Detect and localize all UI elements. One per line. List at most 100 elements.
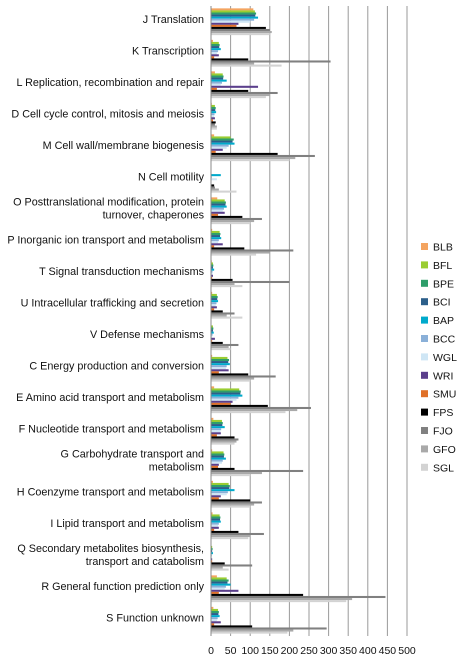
x-tick-label: 100 xyxy=(241,645,259,657)
bar xyxy=(211,157,296,160)
bar xyxy=(211,308,215,311)
bar xyxy=(211,575,217,578)
x-tick-label: 50 xyxy=(225,645,237,657)
bar xyxy=(211,174,221,177)
bar xyxy=(211,264,214,267)
bar xyxy=(211,562,225,565)
bar xyxy=(211,87,217,90)
bar xyxy=(211,487,230,490)
bar xyxy=(211,354,213,357)
bar xyxy=(211,428,222,431)
bar xyxy=(211,474,251,477)
bar xyxy=(211,434,217,437)
bar xyxy=(211,589,239,592)
bar xyxy=(211,327,214,330)
bar xyxy=(211,514,220,517)
bar xyxy=(211,394,243,397)
bar xyxy=(211,467,235,470)
category-label: O Posttranslational modification, protei… xyxy=(13,197,204,209)
legend-swatch xyxy=(421,298,428,306)
bar xyxy=(211,249,294,252)
bar xyxy=(211,497,219,500)
bar xyxy=(211,144,229,147)
bar xyxy=(211,375,276,378)
x-tick-label: 450 xyxy=(379,645,397,657)
bar xyxy=(211,388,240,391)
bar xyxy=(211,253,257,256)
bar xyxy=(211,621,221,624)
bar xyxy=(211,213,219,216)
bar xyxy=(211,430,221,433)
bar xyxy=(211,615,220,618)
bar xyxy=(211,591,219,594)
bar xyxy=(211,524,219,527)
bar xyxy=(211,235,221,238)
bar xyxy=(211,331,214,334)
bar xyxy=(211,159,290,162)
category-label: N Cell motility xyxy=(138,172,205,184)
bar xyxy=(211,24,237,27)
legend-label: BAP xyxy=(433,315,454,327)
category-label: C Energy production and conversion xyxy=(29,361,204,373)
bar xyxy=(211,150,216,153)
legend-swatch xyxy=(421,463,428,471)
legend-swatch xyxy=(421,335,428,342)
bar xyxy=(211,71,215,74)
bar xyxy=(211,278,233,281)
bar xyxy=(211,298,218,301)
bar xyxy=(211,442,235,445)
bar xyxy=(211,134,215,137)
bar xyxy=(211,337,215,340)
bar xyxy=(211,41,219,44)
bar xyxy=(211,266,213,269)
bar xyxy=(211,482,229,485)
category-label: P Inorganic ion transport and metabolism xyxy=(7,235,204,247)
bar xyxy=(211,186,215,189)
category-label: H Coenzyme transport and metabolism xyxy=(17,487,204,499)
legend-label: FJO xyxy=(433,426,453,438)
bar xyxy=(211,593,304,596)
bar xyxy=(211,459,223,462)
bar xyxy=(211,79,227,82)
bar xyxy=(211,280,290,284)
bar xyxy=(211,419,222,422)
legend-label: SGL xyxy=(433,462,454,474)
bar xyxy=(211,217,262,221)
bar xyxy=(211,77,224,80)
bar xyxy=(211,241,219,244)
bar xyxy=(211,373,249,376)
bar xyxy=(211,251,270,254)
category-label: M Cell wall/membrane biogenesis xyxy=(43,140,205,152)
bar xyxy=(211,113,215,116)
bar xyxy=(211,52,217,55)
category-label: U Intracellular trafficking and secretio… xyxy=(21,298,204,310)
bar xyxy=(211,398,237,401)
bar xyxy=(211,627,327,630)
bar xyxy=(211,493,227,496)
bar xyxy=(211,495,221,498)
bar xyxy=(211,499,251,502)
bar xyxy=(211,20,251,23)
bar xyxy=(211,329,213,332)
category-label: R General function prediction only xyxy=(41,581,204,593)
bar xyxy=(211,348,231,351)
bar xyxy=(211,537,249,540)
bar xyxy=(211,581,228,584)
bar xyxy=(211,207,224,210)
bar xyxy=(211,10,255,13)
bar xyxy=(211,209,223,212)
bar xyxy=(211,119,213,122)
bar xyxy=(211,617,218,620)
bar xyxy=(211,140,233,143)
bar xyxy=(211,81,222,84)
bar xyxy=(211,247,245,250)
bar xyxy=(211,453,225,456)
bar xyxy=(211,117,215,120)
bar xyxy=(211,148,223,151)
bar xyxy=(211,268,215,271)
category-label: J Translation xyxy=(143,14,204,26)
bar xyxy=(211,440,237,443)
bar xyxy=(211,532,264,536)
bar xyxy=(211,610,219,614)
